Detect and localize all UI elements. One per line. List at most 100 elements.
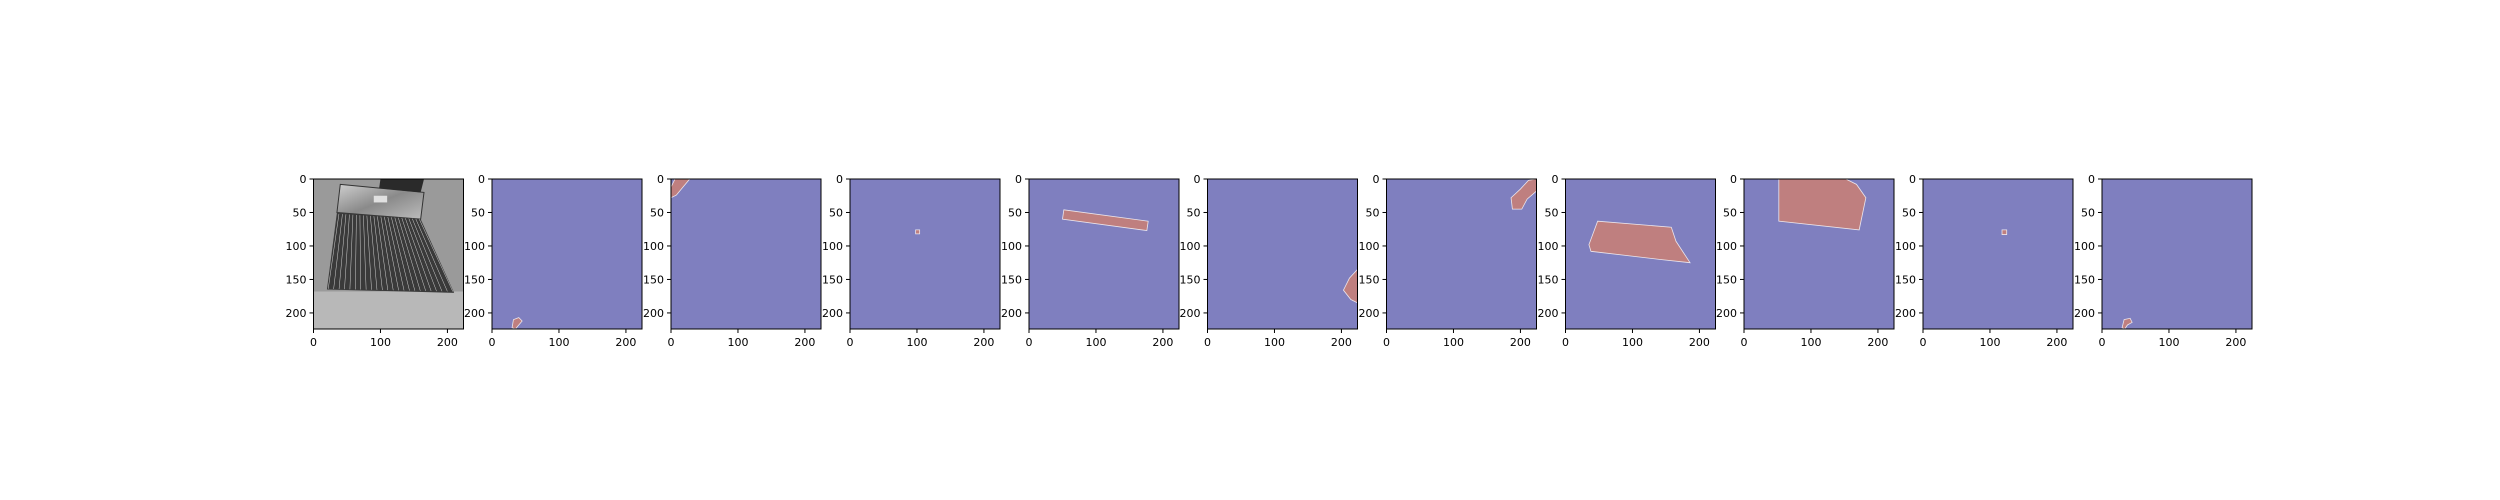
bristle-strand [408,218,437,292]
y-tick-label: 50 [1545,206,1559,219]
y-tick-label: 150 [464,273,485,286]
panel-5: 0 100 200 0 50 100 150 200 [1001,173,1180,349]
x-tick-label: 100 [548,336,569,349]
y-tick-label: 150 [643,273,664,286]
bristle-strand [338,214,347,290]
panel-10: 0 100 200 0 50 100 150 200 [1895,173,2074,349]
x-tick-label: 200 [1510,336,1531,349]
bristle-strand [415,218,448,292]
bristle-strand [349,214,354,290]
image-content [313,179,464,329]
panel-9: 0 100 200 0 50 100 150 200 [1716,173,1895,349]
panel-6: 0 100 200 0 50 100 150 200 [1180,173,1358,349]
x-tick-label: 0 [1920,336,1927,349]
panel-1: 0 100 200 0 50 100 150 200 [286,173,464,349]
brush-bristles [326,212,455,293]
axes-frame [1207,178,1358,330]
y-tick-label: 100 [643,240,664,253]
bristle-strand [355,214,357,290]
y-tick-label: 100 [1716,240,1737,253]
y-tick-label: 0 [478,173,485,186]
axes-frame [1028,178,1180,330]
y-tick-label: 150 [1359,273,1380,286]
mask-region [915,229,921,235]
bristle-strand [387,217,405,291]
y-tick-label: 200 [822,307,843,320]
x-tick-label: 100 [1979,336,2000,349]
y-tick-label: 150 [2074,273,2095,286]
bristle-strand [363,215,367,290]
panel-11: 0 100 200 0 50 100 150 200 [2074,173,2253,349]
mask-background [492,179,642,329]
y-tick-label: 50 [471,206,485,219]
y-tick-label: 150 [1895,273,1916,286]
y-tick-label: 100 [1001,240,1022,253]
y-tick-label: 50 [293,206,307,219]
brush-label [373,195,388,203]
y-tick-label: 200 [464,307,485,320]
axes-frame [1743,178,1895,330]
bristle-strand [391,217,410,291]
y-tick-label: 150 [1180,273,1201,286]
y-tick-label: 150 [286,273,307,286]
y-tick-label: 150 [1001,273,1022,286]
axes-frame [1922,178,2074,330]
y-tick-label: 0 [1909,173,1916,186]
bristle-strand [377,216,389,291]
bristle-strand [412,218,443,292]
mask-background [850,179,1000,329]
y-tick-label: 100 [1359,240,1380,253]
x-tick-label: 100 [1085,336,1106,349]
y-tick-label: 0 [2088,173,2095,186]
axes-frame [1565,178,1716,330]
x-tick-label: 200 [1152,336,1173,349]
x-tick-label: 200 [2046,336,2067,349]
y-tick-label: 50 [1008,206,1022,219]
bristle-strand [344,214,350,290]
y-tick-label: 0 [300,173,307,186]
x-tick-label: 200 [1331,336,1352,349]
y-tick-label: 200 [1716,307,1737,320]
bristle-strand [327,213,340,289]
mask-region [1588,220,1691,264]
brush-handle [379,179,424,193]
bristle-strand [419,219,454,292]
panel-2: 0 100 200 0 50 100 150 200 [464,173,643,349]
x-tick-label: 100 [370,336,391,349]
x-tick-label: 100 [727,336,748,349]
mask-region [2001,229,2008,235]
y-tick-label: 200 [1359,307,1380,320]
y-tick-label: 0 [1373,173,1380,186]
axes-frame [1386,178,1537,330]
x-tick-label: 0 [1204,336,1211,349]
y-tick-label: 150 [1716,273,1737,286]
bristle-strand [359,215,361,290]
y-tick-label: 50 [1902,206,1916,219]
x-tick-label: 200 [615,336,636,349]
axes-frame [313,178,464,330]
axes-frame [491,178,643,330]
bristle-strand [384,216,399,291]
y-tick-label: 200 [1180,307,1201,320]
mask-background [2102,179,2252,329]
y-tick-label: 50 [2081,206,2095,219]
x-tick-label: 0 [489,336,496,349]
x-tick-label: 0 [2099,336,2106,349]
y-tick-label: 200 [643,307,664,320]
y-tick-label: 50 [650,206,664,219]
bristle-strand [370,215,378,290]
x-tick-label: 100 [906,336,927,349]
x-tick-label: 0 [668,336,675,349]
axes-frame [670,178,822,330]
mask-background [1207,179,1358,329]
y-tick-label: 150 [1538,273,1559,286]
x-tick-label: 0 [1383,336,1390,349]
mask-region [1778,178,1867,231]
y-tick-label: 200 [2074,307,2095,320]
y-tick-label: 100 [1180,240,1201,253]
x-tick-label: 200 [973,336,994,349]
x-tick-label: 100 [1622,336,1643,349]
bristle-strand [394,217,416,291]
mask-region [1062,209,1149,232]
